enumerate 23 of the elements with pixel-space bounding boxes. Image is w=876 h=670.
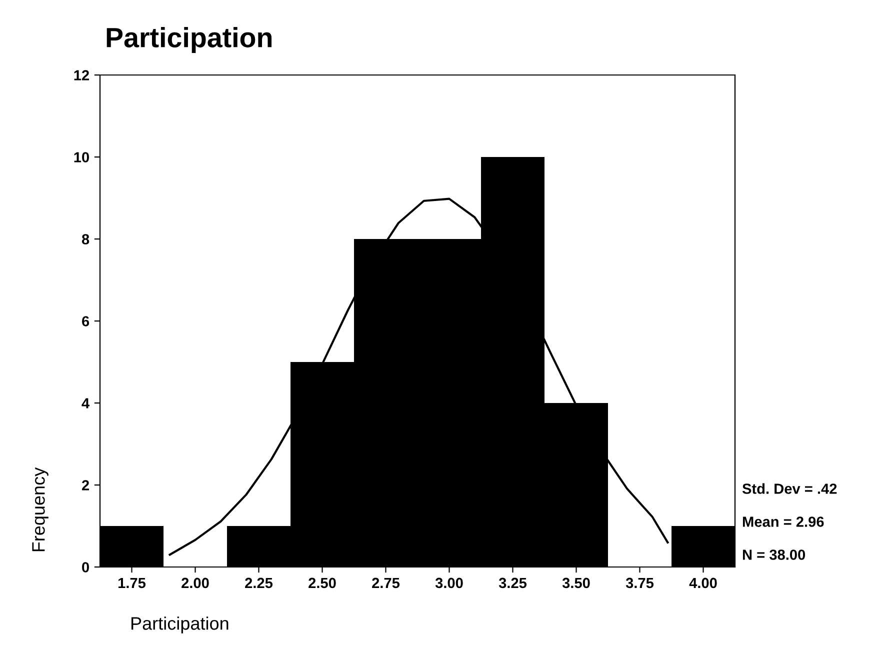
y-tick-label: 4 — [82, 398, 90, 408]
y-tick-label: 2 — [82, 480, 89, 490]
x-tick-label: 2.25 — [245, 578, 273, 588]
x-axis-title: Participation — [131, 616, 228, 634]
chart-title: Participation — [106, 27, 272, 53]
x-tick-label: 3.00 — [435, 578, 463, 588]
x-tick-label: 2.50 — [308, 578, 336, 588]
text: Mean = 2.96 — [742, 516, 824, 527]
y-axis-title: Frequency — [32, 467, 48, 552]
x-tick-label: 2.75 — [372, 578, 400, 588]
y-tick-label: 0 — [82, 562, 89, 572]
x-tick-label: 1.75 — [118, 578, 146, 588]
x-tick-label: 2.00 — [182, 578, 209, 588]
text: Std. Dev = .42 — [742, 483, 837, 494]
y-tick-label: 10 — [74, 152, 89, 162]
y-tick-label: 12 — [74, 70, 89, 80]
x-tick-label: 3.50 — [562, 578, 590, 588]
x-tick-label: 3.75 — [626, 578, 654, 588]
x-tick-label: 4.00 — [689, 578, 717, 588]
text: N = 38.00 — [742, 550, 806, 560]
y-tick-label: 8 — [82, 234, 90, 244]
x-tick-label: 3.25 — [498, 578, 527, 588]
y-tick-label: 6 — [82, 316, 90, 326]
